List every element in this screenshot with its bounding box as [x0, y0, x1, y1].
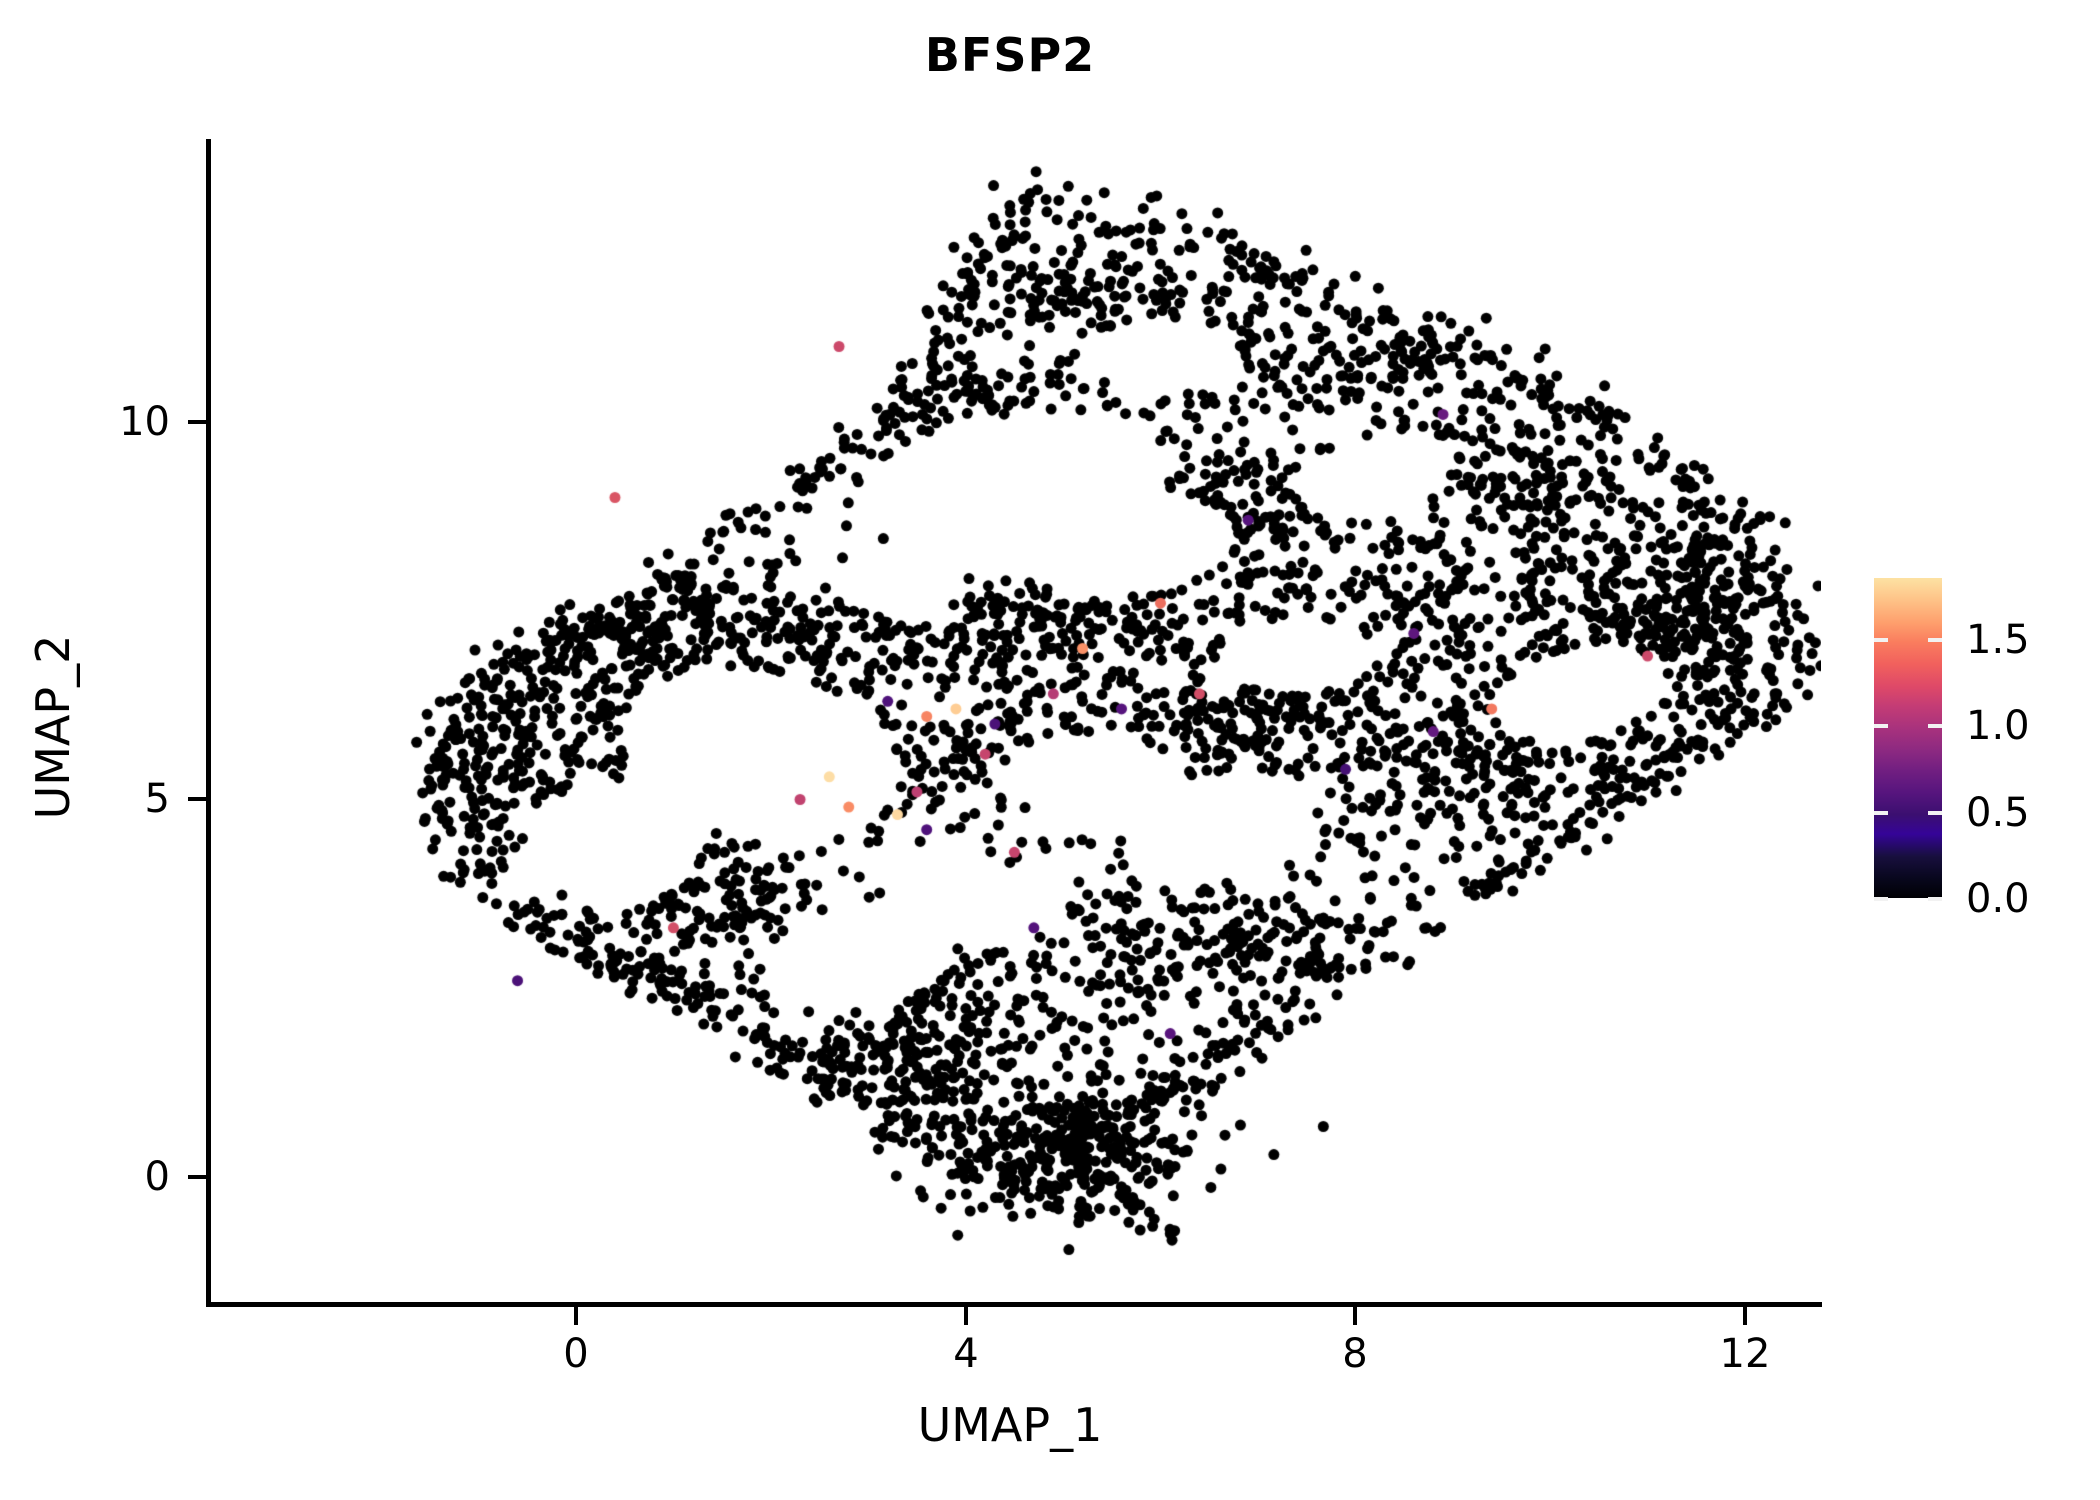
y-axis-label: UMAP_2 [26, 634, 80, 820]
scatter-points-canvas [209, 139, 1821, 1305]
x-tick-mark-12 [1743, 1307, 1747, 1325]
y-tick-label-10: 10 [119, 399, 170, 445]
colorbar-tick-mark-1_0 [1874, 724, 1888, 728]
colorbar-tick-mark-0_5 [1874, 811, 1888, 815]
plot-area [209, 139, 1821, 1305]
x-axis-spine [206, 1302, 1822, 1307]
page-title: BFSP2 [924, 28, 1096, 82]
y-tick-label-5: 5 [144, 776, 170, 822]
colorbar-tick-mark-1_5 [1874, 638, 1888, 642]
y-tick-mark-10 [188, 420, 206, 424]
colorbar-tick-label-0_5: 0.5 [1966, 790, 2030, 836]
x-tick-mark-4 [964, 1307, 968, 1325]
colorbar-tick-mark-0_5-right [1928, 811, 1942, 815]
colorbar-tick-mark-0_0-right [1928, 897, 1942, 901]
y-tick-label-0: 0 [144, 1154, 170, 1200]
x-tick-label-4: 4 [953, 1331, 979, 1377]
y-tick-mark-0 [188, 1175, 206, 1179]
x-tick-mark-8 [1353, 1307, 1357, 1325]
y-tick-mark-5 [188, 797, 206, 801]
colorbar-tick-label-0_0: 0.0 [1966, 876, 2030, 922]
colorbar-tick-mark-0_0 [1874, 897, 1888, 901]
x-tick-label-12: 12 [1719, 1331, 1771, 1377]
x-axis-label: UMAP_1 [917, 1398, 1103, 1452]
colorbar-tick-mark-1_0-right [1928, 724, 1942, 728]
colorbar-tick-label-1_0: 1.0 [1966, 703, 2030, 749]
colorbar-tick-label-1_5: 1.5 [1966, 617, 2030, 663]
y-axis-spine [206, 139, 211, 1306]
colorbar-gradient [1874, 578, 1942, 898]
x-tick-mark-0 [574, 1307, 578, 1325]
x-tick-label-8: 8 [1342, 1331, 1368, 1377]
x-tick-label-0: 0 [563, 1331, 589, 1377]
colorbar-tick-mark-1_5-right [1928, 638, 1942, 642]
